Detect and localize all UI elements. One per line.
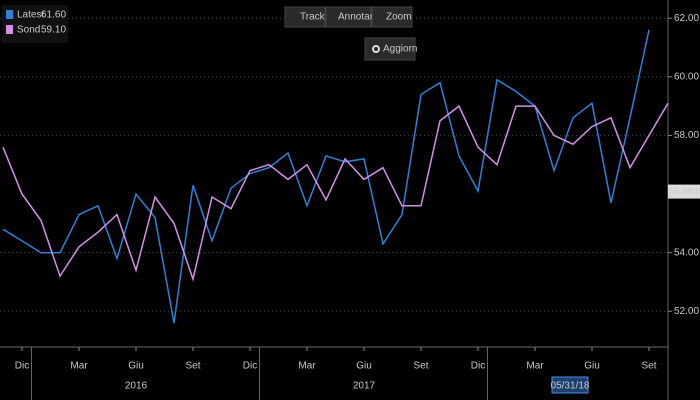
legend-value: 61.60: [41, 10, 66, 21]
y-tick-label: 60.00: [674, 71, 699, 82]
year-label: 2017: [353, 381, 376, 392]
y-tick-label: 62.00: [674, 13, 699, 24]
x-tick-label: Set: [185, 361, 200, 372]
zoom-label: Zoom: [386, 12, 412, 23]
x-tick-label: Mar: [298, 361, 316, 372]
x-tick-label: Dic: [471, 361, 485, 372]
x-tick-label: Giu: [356, 361, 372, 372]
annotate-label: Annotare: [338, 12, 379, 23]
series-line: [2, 102, 669, 282]
refresh-label: Aggiorn: [383, 44, 417, 55]
refresh-icon: [372, 45, 380, 53]
legend-swatch: [6, 10, 13, 19]
x-tick-label: Mar: [70, 361, 88, 372]
legend-swatch: [6, 25, 13, 34]
cursor-value: 56.0845: [669, 186, 700, 197]
x-tick-label: Giu: [128, 361, 144, 372]
legend-value: 59.10: [41, 25, 66, 36]
x-tick-label: Giu: [584, 361, 600, 372]
y-tick-label: 54.00: [674, 247, 699, 258]
x-tick-label: Dic: [15, 361, 29, 372]
cursor-date: 05/31/18: [551, 381, 590, 392]
cursor-value-box: [668, 184, 700, 199]
legend-label: Latest: [17, 10, 44, 21]
x-tick-label: Mar: [526, 361, 544, 372]
x-tick-label: Dic: [243, 361, 257, 372]
x-tick-label: Set: [413, 361, 428, 372]
annotate-button[interactable]: [325, 6, 372, 28]
legend-label: Sond: [17, 25, 40, 36]
track-button[interactable]: [284, 6, 326, 28]
series-line: [2, 29, 650, 324]
year-label: 2016: [125, 381, 148, 392]
zoom-button[interactable]: [371, 6, 413, 28]
refresh-button[interactable]: [364, 37, 416, 61]
y-tick-label: 52.00: [674, 306, 699, 317]
x-tick-label: Set: [641, 361, 656, 372]
track-label: Track: [300, 12, 326, 23]
y-tick-label: 58.00: [674, 130, 699, 141]
toolbar: Track Annotare Zoom Aggiorn: [284, 6, 417, 61]
cursor-date-box: [551, 376, 589, 394]
legend: Latest 61.60 Sond 59.10: [2, 5, 68, 43]
